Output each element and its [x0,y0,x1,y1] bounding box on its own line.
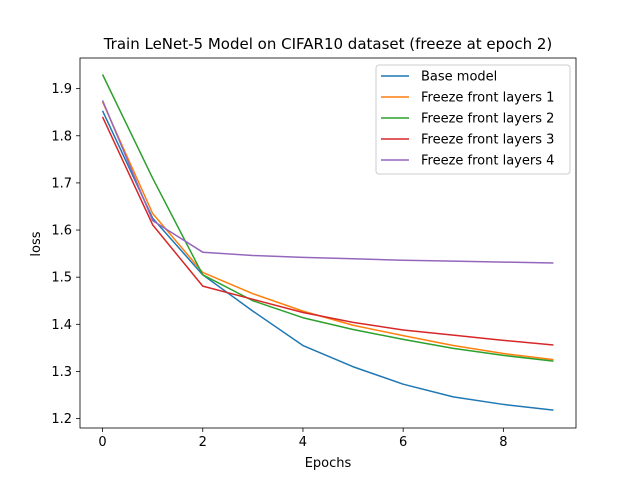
axes-frame [79,57,577,429]
x-axis-label: Epochs [305,456,352,471]
y-tick-label: 1.2 [51,412,72,427]
legend: Base model Freeze front layers 1 Freeze fr… [375,64,571,175]
legend-label-1: Base model [421,70,497,85]
y-tick-label: 1.7 [51,176,72,191]
x-tick-label: 8 [499,435,507,450]
legend-label-4: Freeze front layers 3 [421,133,554,148]
legend-box [375,64,571,175]
series-line-1 [101,110,554,411]
x-tick-label: 2 [199,435,207,450]
x-tick-label: 4 [299,435,307,450]
y-axis-label: loss [29,231,44,256]
y-tick-label: 1.9 [51,82,72,97]
y-tick-label: 1.8 [51,129,72,144]
x-tick-label: 6 [399,435,407,450]
x-tick-label: 0 [98,435,106,450]
y-tick-label: 1.5 [51,271,72,286]
series-line-3 [101,74,554,362]
y-tick-label: 1.3 [51,365,72,380]
y-tick-label: 1.4 [51,318,72,333]
chart-title: Train LeNet-5 Model on CIFAR10 dataset (… [103,35,553,53]
plot-area: 0 2 4 6 8 1.2 1.3 1.4 1.5 1.6 1.7 1.8 1.9 [51,57,577,450]
legend-label-3: Freeze front layers 2 [421,112,554,127]
series-line-5 [101,100,554,264]
legend-label-2: Freeze front layers 1 [421,91,554,106]
y-tick-label: 1.6 [51,224,72,239]
series-line-4 [101,116,554,346]
legend-label-5: Freeze front layers 4 [421,154,554,169]
